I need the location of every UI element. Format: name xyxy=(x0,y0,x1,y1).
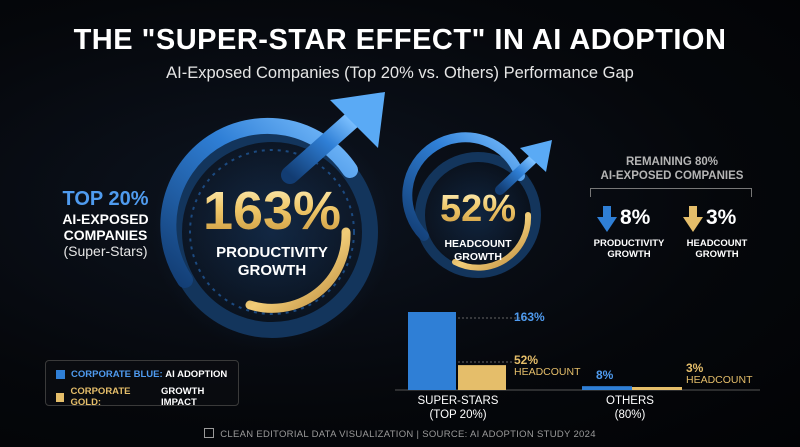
headcount-label-line1: HEADCOUNT xyxy=(444,238,512,250)
annotation-163: 163% xyxy=(514,310,545,324)
productivity-label: PRODUCTIVITY GROWTH xyxy=(172,244,372,280)
remaining-productivity-label: PRODUCTIVITY GROWTH xyxy=(584,238,674,261)
footer-text: CLEAN EDITORIAL DATA VISUALIZATION | SOU… xyxy=(220,429,596,440)
legend-blue-prefix: CORPORATE BLUE: xyxy=(71,369,163,380)
remaining-productivity-value: 8% xyxy=(620,206,651,229)
ai-exposed-label: AI-EXPOSED xyxy=(62,211,149,227)
headcount-gauge-track xyxy=(415,152,541,278)
super-stars-label: (Super-Stars) xyxy=(63,243,148,260)
productivity-arrow-shaft xyxy=(281,111,361,184)
category-label-super-stars: SUPER-STARS (TOP 20%) xyxy=(398,394,518,423)
legend-gold-text: GROWTH IMPACT xyxy=(161,386,205,408)
companies-label: COMPANIES xyxy=(63,227,148,244)
bar-super-stars-blue xyxy=(408,312,456,390)
bar-super-stars-gold xyxy=(458,365,506,390)
footer: CLEAN EDITORIAL DATA VISUALIZATION | SOU… xyxy=(0,428,800,440)
bar-others-gold xyxy=(632,387,682,390)
page-subtitle: AI-Exposed Companies (Top 20% vs. Others… xyxy=(166,64,634,82)
annotation-52-suffix: HEADCOUNT xyxy=(514,366,581,379)
productivity-down-arrow-icon xyxy=(597,206,617,232)
legend-gold-prefix: CORPORATE GOLD: xyxy=(70,386,131,408)
headcount-down-arrow-icon xyxy=(683,206,703,232)
category-label-others: OTHERS (80%) xyxy=(570,394,690,423)
productivity-label-line1: PRODUCTIVITY xyxy=(216,244,328,261)
legend-swatch-blue xyxy=(56,370,65,379)
remaining-line1: REMAINING 80% xyxy=(625,156,719,168)
legend-swatch-gold xyxy=(56,392,65,402)
remaining-headcount-line1: HEADCOUNT xyxy=(686,238,748,249)
headcount-label: HEADCOUNT GROWTH xyxy=(418,238,538,264)
category-super-stars-line2: (TOP 20%) xyxy=(429,409,487,422)
productivity-label-line2: GROWTH xyxy=(237,262,307,279)
productivity-gauge-inner-ring xyxy=(189,149,355,315)
headcount-label-line2: GROWTH xyxy=(454,251,502,264)
headcount-value: 52% xyxy=(418,188,538,231)
remaining-headcount-value: 3% xyxy=(706,206,737,229)
remaining-headcount-line2: GROWTH xyxy=(695,249,739,261)
annotation-52-value: 52% xyxy=(514,353,539,367)
legend: CORPORATE BLUE: AI ADOPTION CORPORATE GO… xyxy=(45,360,239,408)
top-20-label: TOP 20% AI-EXPOSED COMPANIES (Super-Star… xyxy=(38,188,173,259)
productivity-value: 163% xyxy=(172,180,372,242)
headcount-gauge-gold-arc xyxy=(452,212,532,271)
bar-others-blue xyxy=(582,386,632,390)
productivity-gauge-ring xyxy=(160,117,358,288)
legend-item-gold: CORPORATE GOLD: GROWTH IMPACT xyxy=(56,386,238,408)
annotation-52: 52% HEADCOUNT xyxy=(514,353,581,379)
productivity-arrow-icon xyxy=(330,92,385,148)
category-others-line2: (80%) xyxy=(614,409,646,422)
headcount-arrow-shaft xyxy=(495,155,537,195)
headcount-arrow-icon xyxy=(520,140,552,172)
footer-icon xyxy=(204,428,215,438)
annotation-3-value: 3% xyxy=(686,361,704,375)
headcount-gauge-ring xyxy=(402,132,525,241)
remaining-line2: AI-EXPOSED COMPANIES xyxy=(600,170,744,183)
category-super-stars-line1: SUPER-STARS xyxy=(417,395,499,407)
legend-blue-text: AI ADOPTION xyxy=(165,369,228,380)
bar-chart xyxy=(408,312,682,390)
annotation-8: 8% xyxy=(596,368,614,382)
annotation-3-suffix: HEADCOUNT xyxy=(686,374,753,387)
annotation-3: 3% HEADCOUNT xyxy=(686,361,753,387)
legend-item-blue: CORPORATE BLUE: AI ADOPTION xyxy=(56,369,227,380)
productivity-gauge-glow xyxy=(152,112,392,352)
top-20-heading: TOP 20% xyxy=(62,188,149,210)
remaining-bracket xyxy=(590,188,752,197)
page-title: THE "SUPER-STAR EFFECT" IN AI ADOPTION xyxy=(73,24,727,56)
remaining-heading: REMAINING 80% AI-EXPOSED COMPANIES xyxy=(588,155,756,184)
productivity-gauge-gold-arc xyxy=(245,227,351,313)
remaining-productivity-line2: GROWTH xyxy=(607,249,651,261)
category-others-line1: OTHERS xyxy=(606,395,654,407)
remaining-productivity-line1: PRODUCTIVITY xyxy=(593,238,665,249)
remaining-headcount-label: HEADCOUNT GROWTH xyxy=(672,238,762,261)
